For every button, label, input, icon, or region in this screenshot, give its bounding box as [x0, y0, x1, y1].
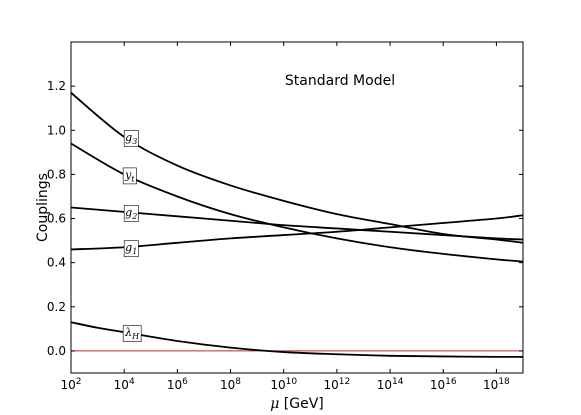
series-line-λH: [70, 321, 524, 358]
y-tick-label: 1.2: [47, 79, 66, 93]
svg-text:g3: g3: [125, 131, 137, 146]
series-line-yt: [70, 142, 524, 263]
x-axis-label: μ [GeV]: [270, 396, 324, 412]
x-tick-label: 1016: [430, 377, 457, 392]
y-axis-label: Couplings: [35, 173, 51, 242]
x-tick-label: 1010: [270, 377, 297, 392]
curve-label-λH: λH: [122, 325, 142, 342]
series-line-g2: [70, 206, 524, 241]
curve-label-yt: yt: [122, 167, 137, 185]
x-tick-label: 1018: [483, 377, 510, 392]
svg-text:g1: g1: [125, 241, 137, 256]
x-tick-label: 102: [60, 377, 81, 392]
x-tick-label: 1014: [377, 377, 404, 392]
x-tick-label: 1012: [324, 377, 351, 392]
y-tick-label: 0.0: [47, 344, 66, 358]
series-line-g3: [70, 92, 524, 244]
curve-label-g3: g3: [123, 130, 139, 147]
series-line-g1: [70, 214, 524, 251]
x-tick-label: 108: [220, 377, 241, 392]
svg-text:g2: g2: [125, 206, 137, 221]
plot-frame: [70, 41, 524, 374]
series-layer: [70, 92, 524, 358]
curve-label-layer: g3 yt g2 g1 λH: [122, 130, 142, 342]
x-tick-label: 106: [167, 377, 188, 392]
y-tick-label: 0.4: [47, 256, 66, 270]
svg-text:yt: yt: [124, 168, 135, 183]
y-tick-label: 0.6: [47, 212, 66, 226]
chart-title: Standard Model: [285, 73, 395, 89]
y-tick-label: 0.8: [47, 167, 66, 181]
curve-label-g2: g2: [123, 205, 139, 222]
y-tick-label: 1.0: [47, 123, 66, 137]
curve-label-g1: g1: [123, 240, 139, 258]
y-tick-label: 0.2: [47, 300, 66, 314]
tick-layer: 102 104 106 108 1010 1012 1014 1016 1018 0.0 0.2 0.…: [47, 42, 523, 392]
svg-text:λH: λH: [124, 326, 140, 341]
x-tick-label: 104: [114, 377, 135, 392]
